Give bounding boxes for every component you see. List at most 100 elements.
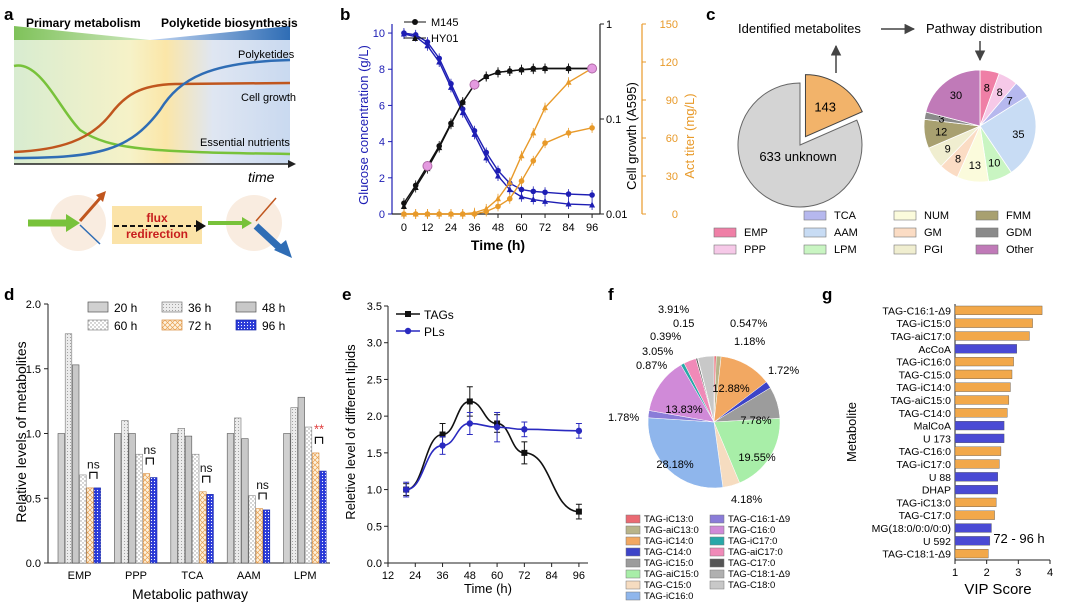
y-tick-label: 1.5 <box>26 364 41 376</box>
vip-bar <box>954 510 995 520</box>
pathway-slice-label: 3 <box>938 114 944 126</box>
pathway-slice-label: 8 <box>955 154 961 166</box>
x-tick-label: 1 <box>952 567 958 579</box>
time-axis-arrow-icon <box>288 160 296 168</box>
data-point <box>518 152 525 159</box>
bar-ppp-48h <box>128 433 136 564</box>
legend-swatch-lipid <box>709 580 725 590</box>
legend-label-96h: 96 h <box>262 319 285 333</box>
time-tick-label: 48 <box>492 222 504 234</box>
metabolite-label: TAG-iC16:0 <box>896 357 951 369</box>
vip-bar <box>954 369 1013 380</box>
cell-growth-tick-label: 0.01 <box>606 209 627 221</box>
legend-label-gm: GM <box>924 227 942 239</box>
data-point <box>542 189 548 196</box>
bar-aam-36h <box>234 417 242 564</box>
legend-label-emp: EMP <box>744 227 768 239</box>
legend-swatch-lipid <box>625 547 641 557</box>
vip-bar <box>954 485 998 495</box>
legend-label-lipid: TAG-C17:0 <box>728 558 775 569</box>
time-tick-label: 24 <box>445 222 457 234</box>
y-tick-label: 2.0 <box>367 411 382 423</box>
x-tick-label: 4 <box>1047 567 1053 579</box>
category-label: EMP <box>68 570 92 582</box>
legend-swatch-pgi <box>893 244 917 255</box>
polyketide-flux-arrow-after <box>253 223 285 253</box>
vip-bar <box>954 536 991 546</box>
primary-metabolism-label: Primary metabolism <box>26 16 141 30</box>
legend-swatch-96h <box>235 319 257 331</box>
vip-bar <box>954 433 1005 444</box>
data-point <box>565 130 572 136</box>
data-point <box>506 178 513 185</box>
legend-swatch-other <box>975 244 999 255</box>
significance-label: ns <box>143 443 156 457</box>
bar-lpm-60h <box>304 426 313 564</box>
data-point <box>495 68 501 75</box>
data-point <box>589 192 595 198</box>
data-point <box>506 196 513 202</box>
legend-label-pgi: PGI <box>924 244 943 256</box>
slice-value-label: 7.78% <box>740 415 771 427</box>
cell-growth-tick-label: 0.1 <box>606 114 621 126</box>
metabolite-label: TAG-C16:1-Δ9 <box>882 305 951 317</box>
bar-emp-48h <box>72 364 80 564</box>
vip-bar <box>954 497 997 508</box>
slice-value-label: 0.87% <box>636 360 667 372</box>
x-tick-label: 2 <box>984 567 990 579</box>
pathway-slice-label: 35 <box>1012 129 1024 141</box>
unknown-slice <box>737 82 863 208</box>
flux-label: flux <box>146 211 168 225</box>
pathway-slice-label: 30 <box>950 90 962 102</box>
y-tick-label: 1.0 <box>26 429 41 441</box>
polyketide-flux-arrow-small <box>79 224 101 245</box>
slice-value-label: 28.18% <box>656 459 694 471</box>
legend-swatch-lipid <box>709 536 725 546</box>
bar-ppp-36h <box>121 420 129 564</box>
slice-value-label: 0.15 <box>673 318 694 330</box>
legend-label-lipid: TAG-iC13:0 <box>644 514 693 525</box>
panel-d: d 0.0 0.5 1.0 1.5 2.0 Relative levels of meta… <box>4 285 330 602</box>
time-tick-label: 60 <box>515 222 527 234</box>
slice-value-label: 1.78% <box>608 412 639 424</box>
pathway-slice-other <box>925 69 981 127</box>
legend-label-36h: 36 h <box>188 301 211 315</box>
legend-label-lipid: TAG-C18:1-Δ9 <box>728 569 790 580</box>
y-axis-label: Relative levels of metabolites <box>13 341 29 522</box>
panel-e: e 0.0 0.5 1.0 1.5 2.0 2.5 3.0 3.5 12 24 36 48 60 72 84… <box>342 285 588 596</box>
legend-swatch-aam <box>803 227 827 238</box>
data-point <box>495 203 501 210</box>
y-tick-label: 3.5 <box>367 301 382 313</box>
x-tick-label: 12 <box>382 570 394 582</box>
growth-flux-arrow <box>78 195 104 222</box>
legend-swatch-tca <box>803 210 827 221</box>
lipid-slice-tagc180 <box>697 355 715 423</box>
pathway-distribution-title: Pathway distribution <box>926 21 1042 36</box>
data-point <box>565 78 572 85</box>
data-point <box>424 42 431 49</box>
bar-ppp-96h <box>150 477 158 564</box>
vip-bar <box>954 318 1033 328</box>
legend-swatch-48h <box>235 301 257 313</box>
legend-swatch-lipid <box>709 558 725 568</box>
data-point <box>466 420 474 427</box>
legend-swatch-gdm <box>975 227 999 238</box>
glucose-tick-label: 4 <box>379 137 385 149</box>
time-axis-label: Time (h) <box>471 237 525 253</box>
bar-aam-48h <box>241 438 249 564</box>
legend-swatch-lipid <box>625 569 641 579</box>
series-line-pls <box>406 422 579 491</box>
essential-nutrients-label: Essential nutrients <box>200 137 290 149</box>
metabolite-label: TAG-aiC15:0 <box>891 395 952 407</box>
metabolite-label: TAG-C17:0 <box>899 510 951 522</box>
redirection-arrowhead-icon <box>196 220 206 232</box>
significance-label: ns <box>87 457 100 471</box>
legend-label-lipid: TAG-aiC13:0 <box>644 525 699 536</box>
significance-bracket <box>89 471 98 479</box>
vip-bar <box>954 549 989 559</box>
y-tick-label: 0.0 <box>26 558 41 570</box>
pathway-slice-label: 10 <box>988 157 1000 169</box>
vip-bar <box>954 357 1014 367</box>
bar-emp-36h <box>64 333 73 564</box>
